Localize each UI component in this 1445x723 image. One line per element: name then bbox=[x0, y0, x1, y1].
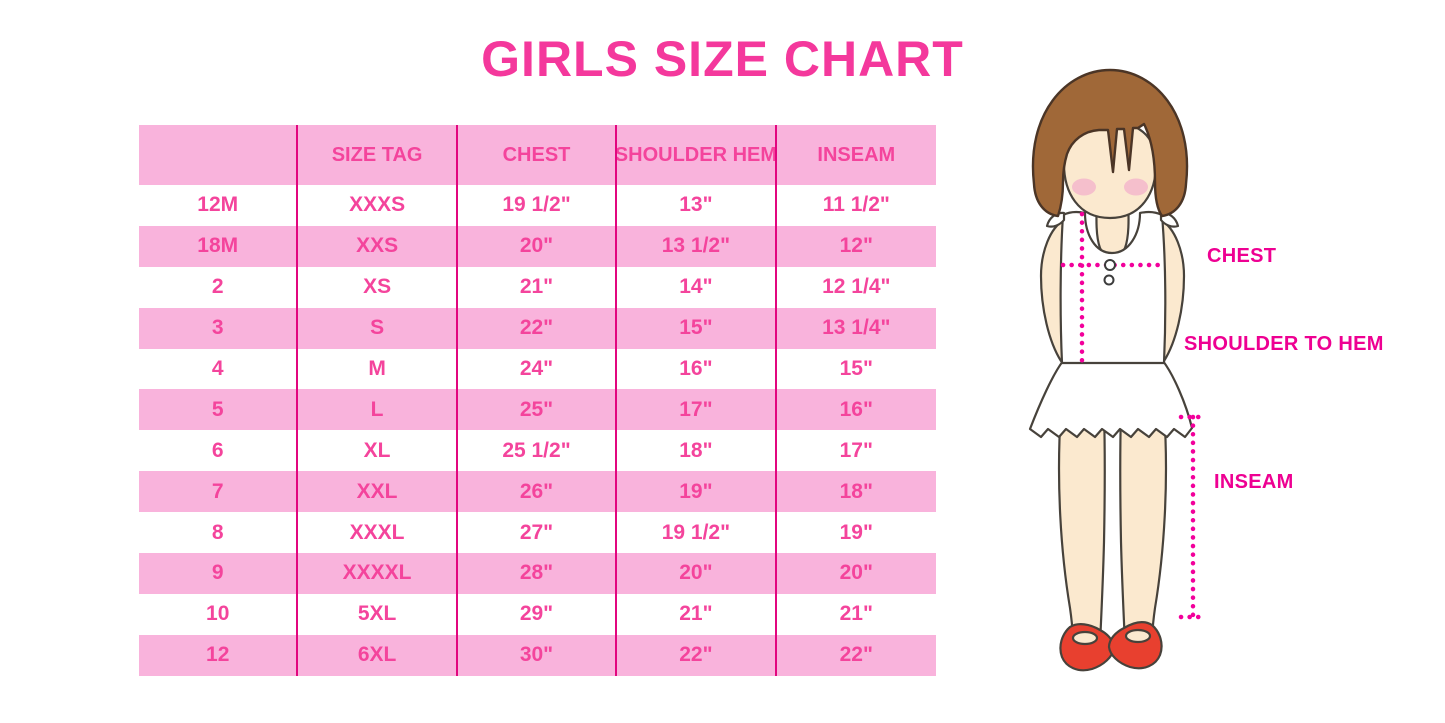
table-cell: 20" bbox=[617, 553, 777, 594]
left-leg bbox=[1057, 408, 1106, 646]
left-shoe-opening bbox=[1071, 630, 1099, 646]
table-cell: 20" bbox=[839, 561, 873, 585]
table-cell: 22" bbox=[839, 643, 873, 667]
table-cell: 19" bbox=[839, 520, 873, 544]
table-cell: 29" bbox=[458, 593, 618, 635]
table-cell: 12 1/4" bbox=[822, 275, 891, 299]
table-cell: 17" bbox=[617, 389, 777, 431]
table-cell: XS bbox=[298, 266, 458, 308]
table-cell: XL bbox=[298, 430, 458, 472]
table-cell: XXXXL bbox=[298, 553, 458, 594]
table-cell: XXXL bbox=[298, 512, 458, 554]
table-body: 12M XXXS 19 1/2" 13" 11 1/2" 18M XXS 20" 13 1/2"… bbox=[139, 185, 936, 676]
table-cell: 15" bbox=[617, 307, 777, 349]
table-cell: XXS bbox=[298, 225, 458, 267]
table-cell: 13 1/4" bbox=[822, 316, 891, 340]
table-cell: 2 bbox=[139, 266, 299, 308]
table-cell: 18M bbox=[139, 225, 299, 267]
size-row-3: 3 S 22" 15" 13 1/4" bbox=[139, 307, 936, 349]
table-cell: 24" bbox=[458, 348, 618, 390]
left-cheek bbox=[1072, 178, 1096, 196]
girl-illustration bbox=[1028, 68, 1208, 672]
table-cell: 27" bbox=[458, 512, 618, 554]
shoulder-to-hem-measure-label: SHOULDER TO HEM bbox=[1184, 333, 1384, 355]
top-button-2 bbox=[1103, 274, 1115, 286]
table-cell: M bbox=[298, 348, 458, 390]
top-button-1 bbox=[1104, 259, 1116, 271]
header-cell-size-tag: SIZE TAG bbox=[298, 125, 458, 185]
table-cell: 7 bbox=[139, 471, 299, 513]
size-chart-table: SIZE TAG CHEST SHOULDER HEM INSEAM 12M XX… bbox=[139, 125, 936, 676]
table-cell: 13" bbox=[617, 185, 777, 226]
header-cell-size bbox=[139, 125, 299, 185]
table-cell: 17" bbox=[839, 438, 873, 462]
header-cell-chest: CHEST bbox=[458, 125, 618, 185]
size-row-12M: 12M XXXS 19 1/2" 13" 11 1/2" bbox=[139, 185, 936, 226]
table-cell: 25" bbox=[458, 389, 618, 431]
table-cell: 5XL bbox=[298, 593, 458, 635]
table-cell: 20" bbox=[458, 225, 618, 267]
inseam-measure-label: INSEAM bbox=[1214, 471, 1294, 493]
table-cell: 12" bbox=[839, 234, 873, 258]
table-cell: 13 1/2" bbox=[617, 225, 777, 267]
table-cell: 15" bbox=[839, 357, 873, 380]
table-cell: 19" bbox=[617, 471, 777, 513]
size-row-5: 5 L 25" 17" 16" bbox=[139, 389, 936, 431]
table-cell: 6 bbox=[139, 430, 299, 472]
measurement-figure: CHEST SHOULDER TO HEM INSEAM bbox=[1000, 62, 1445, 722]
size-row-12: 12 6XL 30" 22" 22" bbox=[139, 634, 936, 676]
hair bbox=[1031, 68, 1189, 218]
size-row-7: 7 XXL 26" 19" 18" bbox=[139, 471, 936, 513]
table-cell: XXL bbox=[298, 471, 458, 513]
table-cell: 22" bbox=[617, 634, 777, 676]
table-cell: 21" bbox=[617, 593, 777, 635]
page-title: GIRLS SIZE CHART bbox=[481, 31, 964, 87]
table-cell: 28" bbox=[458, 553, 618, 594]
size-row-4: 4 M 24" 16" 15" bbox=[139, 348, 936, 390]
right-shoe-opening bbox=[1124, 628, 1152, 644]
chest-measure-label: CHEST bbox=[1207, 245, 1277, 267]
table-cell: 10 bbox=[139, 593, 299, 635]
table-cell: L bbox=[298, 389, 458, 431]
table-cell: 4 bbox=[139, 348, 299, 390]
table-cell: 16" bbox=[839, 397, 873, 421]
table-cell: 8 bbox=[139, 512, 299, 554]
table-cell: 6XL bbox=[298, 634, 458, 676]
table-cell: 18" bbox=[617, 430, 777, 472]
size-row-9: 9 XXXXL 28" 20" 20" bbox=[139, 553, 936, 594]
header-cell-shoulder-hem: SHOULDER HEM bbox=[617, 125, 777, 185]
table-cell: 18" bbox=[839, 479, 873, 503]
size-row-6: 6 XL 25 1/2" 18" 17" bbox=[139, 430, 936, 472]
header-cell-inseam: INSEAM bbox=[817, 143, 896, 166]
table-cell: 9 bbox=[139, 553, 299, 594]
table-cell: 19 1/2" bbox=[617, 512, 777, 554]
table-cell: 26" bbox=[458, 471, 618, 513]
table-cell: 14" bbox=[617, 266, 777, 308]
table-cell: 16" bbox=[617, 348, 777, 390]
skirt bbox=[1028, 359, 1194, 439]
table-cell: 25 1/2" bbox=[458, 430, 618, 472]
table-header-row: SIZE TAG CHEST SHOULDER HEM INSEAM bbox=[139, 125, 936, 185]
table-cell: 21" bbox=[839, 602, 873, 626]
top bbox=[1059, 210, 1167, 365]
table-cell: 11 1/2" bbox=[822, 193, 890, 217]
table-cell: 22" bbox=[458, 307, 618, 349]
table-cell: 30" bbox=[458, 634, 618, 676]
right-leg bbox=[1119, 408, 1168, 646]
size-row-8: 8 XXXL 27" 19 1/2" 19" bbox=[139, 512, 936, 554]
table-cell: 21" bbox=[458, 266, 618, 308]
size-row-2: 2 XS 21" 14" 12 1/4" bbox=[139, 266, 936, 308]
table-cell: 19 1/2" bbox=[458, 185, 618, 226]
right-cheek bbox=[1124, 178, 1148, 196]
table-cell: S bbox=[298, 307, 458, 349]
table-cell: 12 bbox=[139, 634, 299, 676]
size-row-18M: 18M XXS 20" 13 1/2" 12" bbox=[139, 225, 936, 267]
table-cell: 3 bbox=[139, 307, 299, 349]
table-cell: XXXS bbox=[298, 185, 458, 226]
size-row-10: 10 5XL 29" 21" 21" bbox=[139, 593, 936, 635]
table-cell: 5 bbox=[139, 389, 299, 431]
table-cell: 12M bbox=[139, 185, 299, 226]
